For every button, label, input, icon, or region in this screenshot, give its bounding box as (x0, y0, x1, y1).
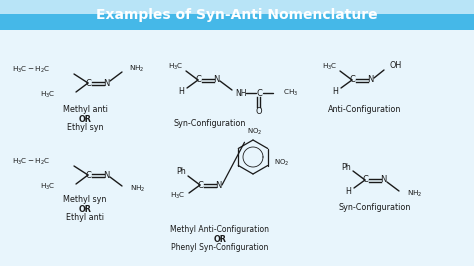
Text: $\mathregular{H_3C}$: $\mathregular{H_3C}$ (171, 191, 186, 201)
Text: N: N (103, 171, 109, 180)
Bar (0, 0, 474, 14)
Text: Syn-Configuration: Syn-Configuration (174, 119, 246, 128)
Text: Methyl Anti-Configuration: Methyl Anti-Configuration (171, 226, 270, 235)
Text: Methyl anti: Methyl anti (63, 106, 108, 114)
Text: Ph: Ph (341, 163, 351, 172)
Text: $\mathregular{H_3C-H_2C}$: $\mathregular{H_3C-H_2C}$ (11, 65, 50, 75)
Text: Phenyl Syn-Configuration: Phenyl Syn-Configuration (171, 243, 269, 252)
Bar (0, 14, 474, 30)
Text: Ethyl anti: Ethyl anti (66, 214, 104, 222)
Text: N: N (380, 176, 386, 185)
Text: $\mathregular{H_3C}$: $\mathregular{H_3C}$ (168, 62, 184, 72)
Text: N: N (103, 78, 109, 88)
Text: N: N (367, 76, 373, 85)
Text: Examples of Syn-Anti Nomenclature: Examples of Syn-Anti Nomenclature (96, 8, 378, 22)
Text: C: C (349, 76, 355, 85)
Text: C: C (85, 78, 91, 88)
Text: Syn-Configuration: Syn-Configuration (339, 203, 411, 213)
Text: Ethyl syn: Ethyl syn (67, 123, 103, 132)
Text: N: N (213, 76, 219, 85)
Text: C: C (85, 171, 91, 180)
Text: $\mathregular{CH_3}$: $\mathregular{CH_3}$ (283, 88, 298, 98)
Text: Methyl syn: Methyl syn (64, 196, 107, 205)
Text: C: C (195, 76, 201, 85)
Text: Anti-Configuration: Anti-Configuration (328, 106, 401, 114)
Text: H: H (332, 86, 338, 95)
Text: $\mathregular{H_3C}$: $\mathregular{H_3C}$ (322, 62, 338, 72)
Text: H: H (178, 86, 184, 95)
Text: C: C (197, 181, 203, 189)
Text: $\mathregular{H_3C-H_2C}$: $\mathregular{H_3C-H_2C}$ (11, 157, 50, 167)
Text: $\mathregular{H_3C}$: $\mathregular{H_3C}$ (40, 90, 56, 100)
Text: Ph: Ph (176, 168, 186, 177)
Text: OR: OR (79, 114, 91, 123)
Text: NH: NH (235, 89, 246, 98)
Text: N: N (215, 181, 221, 189)
Text: $\mathregular{NH_2}$: $\mathregular{NH_2}$ (130, 184, 146, 194)
Text: C: C (256, 89, 262, 98)
Text: OH: OH (390, 61, 402, 70)
Text: $\mathregular{NH_2}$: $\mathregular{NH_2}$ (129, 64, 145, 74)
Text: H: H (345, 186, 351, 196)
Text: $\mathregular{H_3C}$: $\mathregular{H_3C}$ (40, 182, 56, 192)
Text: $\mathregular{NH_2}$: $\mathregular{NH_2}$ (407, 189, 423, 199)
Text: OR: OR (214, 235, 227, 243)
Text: $\mathregular{NO_2}$: $\mathregular{NO_2}$ (247, 127, 263, 137)
Text: C: C (362, 176, 368, 185)
Text: OR: OR (79, 205, 91, 214)
Text: $\mathregular{NO_2}$: $\mathregular{NO_2}$ (274, 158, 290, 168)
Text: O: O (255, 107, 262, 117)
